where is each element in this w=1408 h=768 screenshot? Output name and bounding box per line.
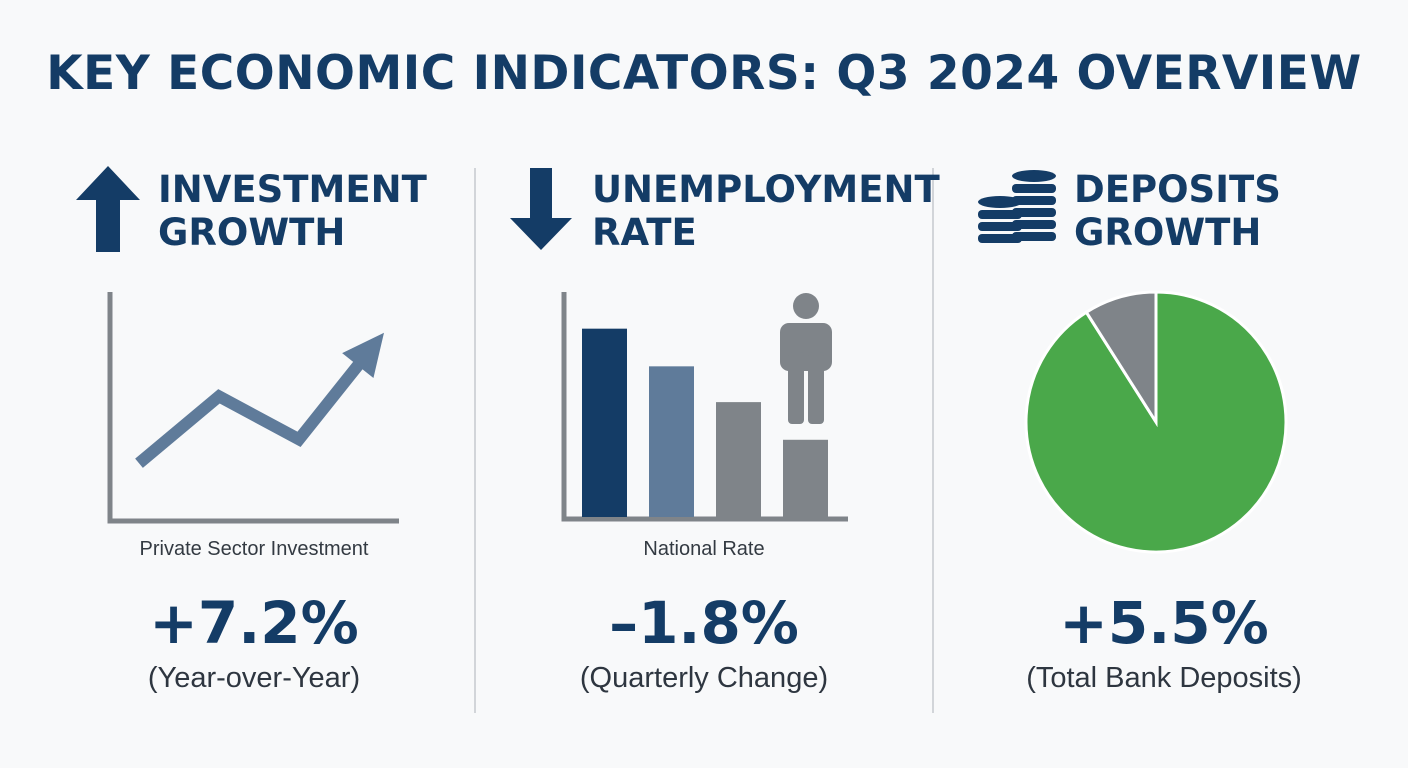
bar	[783, 439, 828, 517]
column-divider	[474, 168, 476, 713]
column-divider	[932, 168, 934, 713]
kpi-value: +5.5%	[1059, 589, 1269, 657]
kpi-value: +7.2%	[149, 589, 359, 657]
panel-heading-line: DEPOSITS	[1074, 168, 1281, 211]
panel-heading: DEPOSITS GROWTH	[1074, 168, 1281, 254]
panel-heading: INVESTMENT GROWTH	[158, 168, 427, 254]
investment-line-chart	[107, 292, 399, 524]
panel-heading-line: RATE	[592, 211, 697, 254]
unemployment-rate-panel: UNEMPLOYMENT RATE National Rate –1.8% (Q…	[484, 160, 940, 720]
arrow-up-icon	[76, 166, 140, 252]
person-icon	[780, 293, 832, 424]
arrow-down-icon	[510, 168, 572, 250]
deposits-growth-panel: DEPOSITS GROWTH +5.5% (Total Bank Deposi…	[944, 160, 1384, 720]
panel-heading: UNEMPLOYMENT RATE	[592, 168, 940, 254]
chart-axes	[107, 292, 399, 524]
coin-stacks-icon	[978, 170, 1056, 243]
bar	[716, 402, 761, 517]
unemployment-bar-chart	[561, 292, 848, 522]
deposits-pie-chart	[1024, 290, 1288, 554]
panel-heading-line: GROWTH	[1074, 211, 1262, 254]
panel-heading-line: UNEMPLOYMENT	[592, 168, 940, 211]
page-title: KEY ECONOMIC INDICATORS: Q3 2024 OVERVIE…	[46, 46, 1362, 101]
investment-growth-panel: INVESTMENT GROWTH Private Sector Investm…	[34, 160, 474, 720]
bar	[649, 366, 694, 517]
pie-slice	[1084, 290, 1158, 428]
bar	[582, 328, 627, 517]
chart-axes	[561, 292, 848, 522]
chart-caption: National Rate	[643, 538, 765, 560]
kpi-value: –1.8%	[609, 589, 799, 657]
kpi-subtitle: (Quarterly Change)	[579, 662, 829, 694]
panel-heading-line: INVESTMENT	[158, 168, 427, 211]
pie-slice	[1024, 290, 1288, 554]
series-line	[135, 355, 368, 468]
series-arrowhead	[342, 332, 384, 379]
panel-heading-line: GROWTH	[158, 211, 346, 254]
kpi-subtitle: (Total Bank Deposits)	[1026, 662, 1302, 694]
chart-caption: Private Sector Investment	[139, 538, 369, 560]
kpi-subtitle: (Year-over-Year)	[147, 662, 361, 694]
